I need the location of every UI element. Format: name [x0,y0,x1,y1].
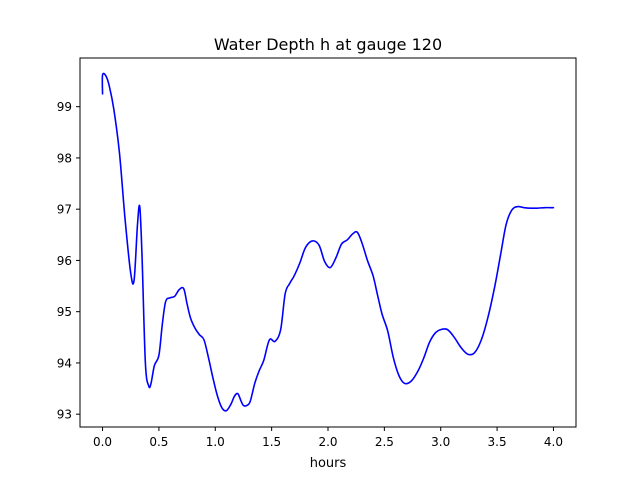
x-tick-label: 2.0 [318,435,337,449]
x-tick-label: 4.0 [544,435,563,449]
y-axis: 93 94 95 96 97 98 99 [57,100,80,422]
y-tick-label: 99 [57,100,72,114]
x-tick-label: 2.5 [375,435,394,449]
x-tick-label: 1.5 [262,435,281,449]
y-tick-label: 95 [57,305,72,319]
x-axis: 0.0 0.5 1.0 1.5 2.0 2.5 3.0 3.5 4.0 [93,427,563,449]
x-tick-label: 3.5 [488,435,507,449]
y-tick-label: 93 [57,408,72,422]
x-tick-label: 0.0 [93,435,112,449]
x-tick-label: 0.5 [149,435,168,449]
y-tick-label: 94 [57,356,72,370]
y-tick-label: 98 [57,151,72,165]
x-tick-label: 3.0 [431,435,450,449]
plot-area [101,72,555,412]
chart-title: Water Depth h at gauge 120 [214,35,442,54]
y-tick-label: 97 [57,203,72,217]
y-tick-label: 96 [57,254,72,268]
x-tick-label: 1.0 [206,435,225,449]
x-axis-label: hours [310,456,347,471]
series-line [101,72,555,412]
